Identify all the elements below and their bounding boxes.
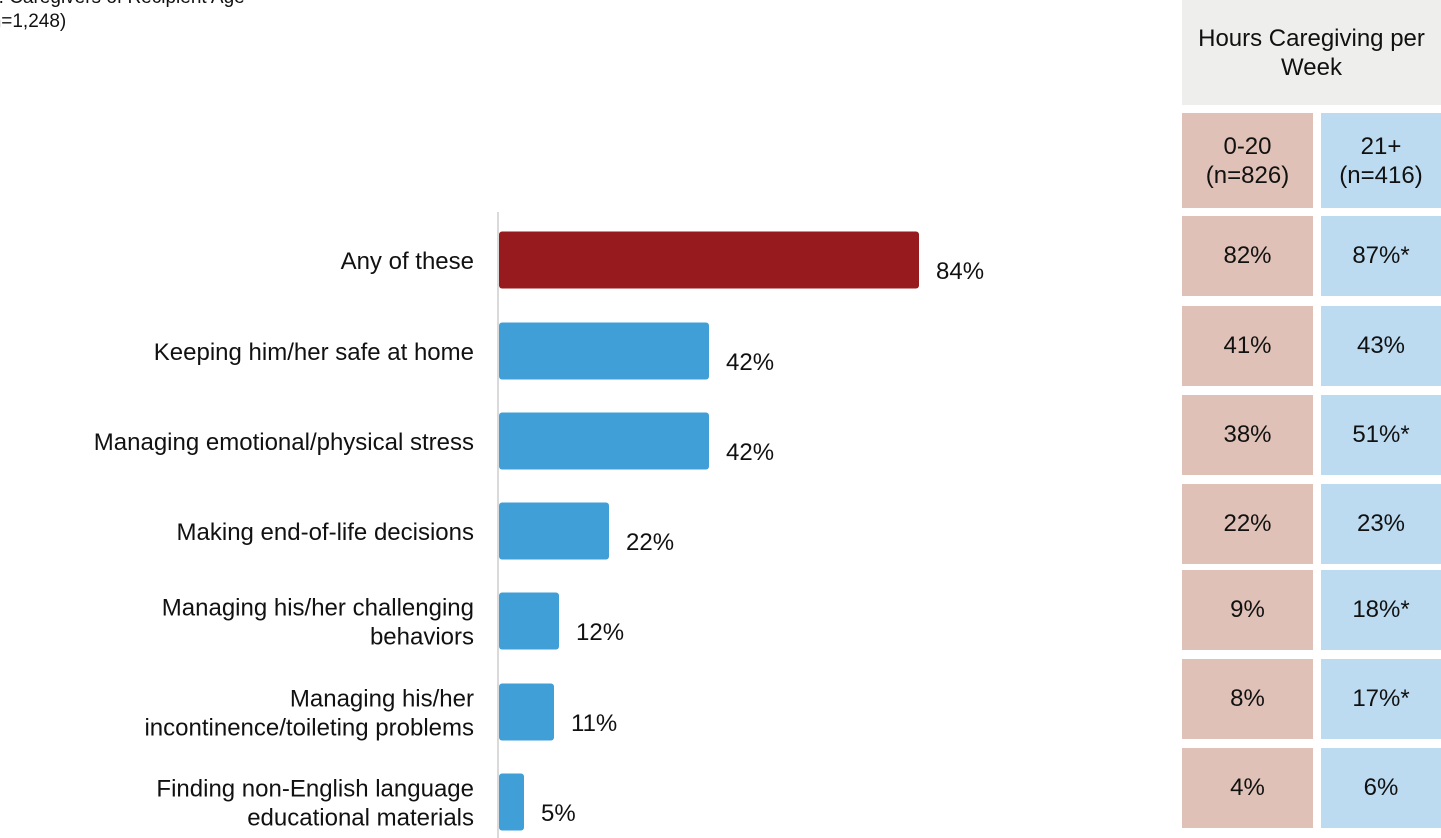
bar-value-label: 5% [541, 800, 576, 827]
table-cell: 4% [1182, 748, 1313, 828]
table-cell: 38% [1182, 395, 1313, 475]
table-cell: 41% [1182, 306, 1313, 386]
bar [499, 683, 554, 741]
bar [499, 412, 709, 470]
category-label: Finding non-English language [156, 776, 474, 803]
table-cell: 8% [1182, 659, 1313, 739]
category-label: behaviors [370, 624, 474, 651]
bar-value-label: 22% [626, 529, 674, 556]
base-note-line1: ase: Caregivers of Recipient Age [0, 0, 348, 10]
category-label: educational materials [247, 805, 474, 832]
table-cell: 17%* [1321, 659, 1441, 739]
bar [499, 592, 559, 650]
bar [499, 502, 609, 560]
column-header-21plus: 21+ (n=416) [1321, 113, 1441, 208]
base-note: ase: Caregivers of Recipient Age + (n=1,… [0, 0, 348, 34]
table-cell: 22% [1182, 484, 1313, 564]
category-label: incontinence/toileting problems [144, 715, 474, 742]
column-n: (n=416) [1339, 161, 1423, 189]
column-n: (n=826) [1205, 161, 1290, 189]
bar-value-label: 42% [726, 439, 774, 466]
table-cell: 87%* [1321, 216, 1441, 296]
bar-value-label: 12% [576, 619, 624, 646]
column-label: 21+ [1360, 132, 1402, 160]
base-note-line2: + (n=1,248) [0, 11, 67, 32]
bar-chart: 84% Any of these 42% Keeping him/her safe a… [94, 212, 984, 838]
bar-value-label: 42% [726, 349, 774, 376]
column-header-0-20: 0-20 (n=826) [1182, 113, 1313, 208]
table-cell: 51%* [1321, 395, 1441, 475]
table-cell: 43% [1321, 306, 1441, 386]
bar [499, 322, 709, 380]
category-label: Any of these [341, 248, 474, 275]
table-cell: 82% [1182, 216, 1313, 296]
bar-value-label: 84% [936, 258, 984, 285]
table-header: Hours Caregiving per Week [1182, 0, 1441, 105]
bar [499, 231, 919, 289]
category-label: Managing his/her challenging [162, 595, 474, 622]
column-label: 0-20 [1223, 132, 1272, 160]
category-label: Managing his/her [290, 686, 474, 713]
category-label: Keeping him/her safe at home [154, 339, 474, 366]
category-label: Managing emotional/physical stress [94, 429, 474, 456]
table-cell: 23% [1321, 484, 1441, 564]
bar-value-label: 11% [571, 710, 617, 737]
bar [499, 773, 524, 831]
table-cell: 9% [1182, 570, 1313, 650]
table-cell: 18%* [1321, 570, 1441, 650]
category-label: Making end-of-life decisions [177, 519, 474, 546]
table-cell: 6% [1321, 748, 1441, 828]
